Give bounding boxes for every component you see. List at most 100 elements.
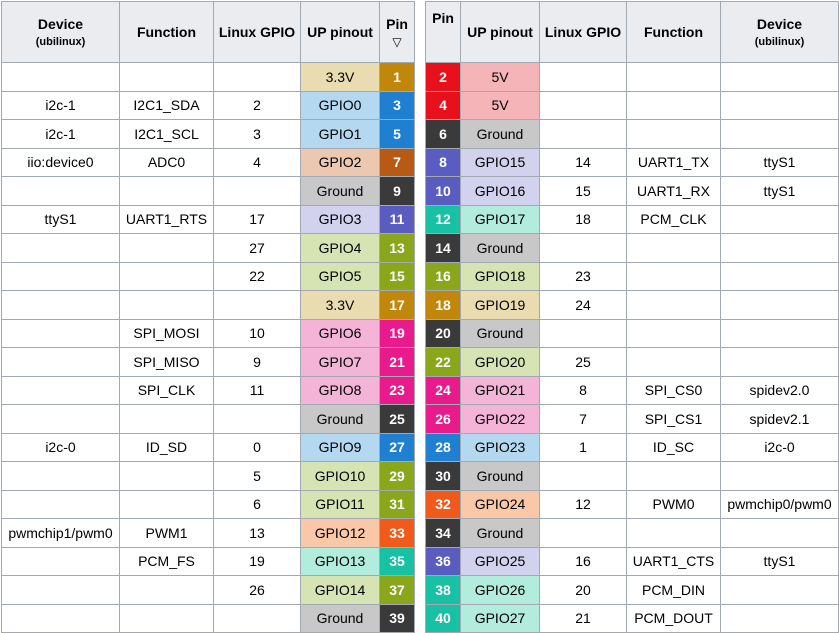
header-left-function: Function bbox=[119, 1, 214, 63]
right-pin-number: 6 bbox=[425, 119, 461, 149]
left-pin-number: 33 bbox=[379, 518, 415, 548]
left-linux-gpio: 19 bbox=[213, 546, 301, 576]
right-pin-number: 28 bbox=[425, 432, 461, 462]
right-linux-gpio: 20 bbox=[539, 575, 627, 605]
right-up-pinout: GPIO24 bbox=[460, 489, 540, 519]
right-device: pwmchip0/pwm0 bbox=[720, 489, 839, 519]
left-device bbox=[1, 404, 120, 434]
right-up-pinout: 5V bbox=[460, 90, 540, 120]
left-linux-gpio: 10 bbox=[213, 318, 301, 348]
left-device bbox=[1, 489, 120, 519]
left-pin-number: 3 bbox=[379, 90, 415, 120]
header-pin-left[interactable]: Pin ▽ bbox=[379, 1, 415, 63]
left-function bbox=[119, 261, 214, 291]
right-pin-number: 20 bbox=[425, 318, 461, 348]
left-pin-number: 35 bbox=[379, 546, 415, 576]
right-function: UART1_TX bbox=[626, 147, 721, 177]
table-row: i2c-1 I2C1_SCL 3 GPIO1 5 6 Ground bbox=[1, 119, 839, 149]
left-device bbox=[1, 233, 120, 263]
table-row: PCM_FS 19 GPIO13 35 36 GPIO25 16 UART1_CTS ttyS1 bbox=[1, 546, 839, 576]
left-pin-number: 11 bbox=[379, 204, 415, 234]
table-row: Ground 39 40 GPIO27 21 PCM_DOUT bbox=[1, 603, 839, 633]
left-up-pinout: GPIO1 bbox=[300, 119, 380, 149]
right-pin-number: 8 bbox=[425, 147, 461, 177]
left-function bbox=[119, 603, 214, 633]
right-function bbox=[626, 518, 721, 548]
left-linux-gpio: 2 bbox=[213, 90, 301, 120]
left-pin-number: 19 bbox=[379, 318, 415, 348]
left-pin-number: 13 bbox=[379, 233, 415, 263]
header-right-device-sub: (ubilinux) bbox=[754, 36, 805, 48]
right-pin-number: 16 bbox=[425, 261, 461, 291]
left-device: i2c-0 bbox=[1, 432, 120, 462]
right-linux-gpio bbox=[539, 461, 627, 491]
left-up-pinout: GPIO13 bbox=[300, 546, 380, 576]
right-device bbox=[720, 575, 839, 605]
gap bbox=[414, 547, 426, 576]
left-linux-gpio: 17 bbox=[213, 204, 301, 234]
right-device bbox=[720, 518, 839, 548]
left-pin-number: 29 bbox=[379, 461, 415, 491]
left-function: I2C1_SCL bbox=[119, 119, 214, 149]
left-device bbox=[1, 62, 120, 92]
gap bbox=[414, 262, 426, 291]
right-device: spidev2.0 bbox=[720, 375, 839, 405]
right-linux-gpio bbox=[539, 90, 627, 120]
right-pin-number: 24 bbox=[425, 375, 461, 405]
right-pin-number: 38 bbox=[425, 575, 461, 605]
right-function bbox=[626, 261, 721, 291]
left-up-pinout: GPIO6 bbox=[300, 318, 380, 348]
left-pin-number: 27 bbox=[379, 432, 415, 462]
right-up-pinout: GPIO21 bbox=[460, 375, 540, 405]
left-pin-number: 39 bbox=[379, 603, 415, 633]
right-device bbox=[720, 290, 839, 320]
right-device bbox=[720, 90, 839, 120]
right-pin-number: 40 bbox=[425, 603, 461, 633]
right-linux-gpio bbox=[539, 119, 627, 149]
left-up-pinout: GPIO10 bbox=[300, 461, 380, 491]
right-function bbox=[626, 233, 721, 263]
left-up-pinout: GPIO4 bbox=[300, 233, 380, 263]
left-pin-number: 25 bbox=[379, 404, 415, 434]
left-linux-gpio: 6 bbox=[213, 489, 301, 519]
header-right-device: Device (ubilinux) bbox=[720, 1, 839, 63]
right-function: SPI_CS0 bbox=[626, 375, 721, 405]
left-linux-gpio bbox=[213, 176, 301, 206]
left-function bbox=[119, 62, 214, 92]
right-function bbox=[626, 290, 721, 320]
left-function bbox=[119, 290, 214, 320]
right-linux-gpio bbox=[539, 518, 627, 548]
left-function bbox=[119, 233, 214, 263]
left-function: ADC0 bbox=[119, 147, 214, 177]
gap bbox=[414, 319, 426, 348]
right-linux-gpio bbox=[539, 233, 627, 263]
right-linux-gpio: 7 bbox=[539, 404, 627, 434]
sort-triangle-icon[interactable]: ▽ bbox=[392, 34, 402, 49]
right-pin-number: 34 bbox=[425, 518, 461, 548]
right-device bbox=[720, 233, 839, 263]
right-up-pinout: GPIO18 bbox=[460, 261, 540, 291]
right-function: UART1_CTS bbox=[626, 546, 721, 576]
left-linux-gpio: 4 bbox=[213, 147, 301, 177]
right-device bbox=[720, 603, 839, 633]
gap bbox=[414, 233, 426, 262]
left-function: PCM_FS bbox=[119, 546, 214, 576]
left-device bbox=[1, 290, 120, 320]
right-device: i2c-0 bbox=[720, 432, 839, 462]
left-device bbox=[1, 347, 120, 377]
left-function: SPI_MISO bbox=[119, 347, 214, 377]
gap bbox=[414, 404, 426, 433]
right-linux-gpio: 8 bbox=[539, 375, 627, 405]
left-linux-gpio: 9 bbox=[213, 347, 301, 377]
left-function bbox=[119, 461, 214, 491]
right-pin-number: 12 bbox=[425, 204, 461, 234]
left-function: ID_SD bbox=[119, 432, 214, 462]
right-linux-gpio: 16 bbox=[539, 546, 627, 576]
left-up-pinout: GPIO14 bbox=[300, 575, 380, 605]
right-function bbox=[626, 318, 721, 348]
right-linux-gpio: 24 bbox=[539, 290, 627, 320]
gap bbox=[414, 433, 426, 462]
table-row: 27 GPIO4 13 14 Ground bbox=[1, 233, 839, 263]
left-linux-gpio: 0 bbox=[213, 432, 301, 462]
left-up-pinout: 3.3V bbox=[300, 62, 380, 92]
